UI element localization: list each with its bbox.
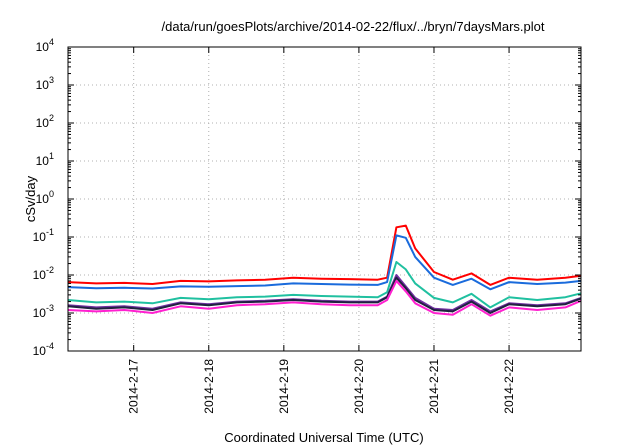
series-lines — [67, 224, 582, 317]
y-axis-label: cSv/day — [23, 175, 38, 222]
x-tick-label: 2014-2-17 — [127, 359, 141, 414]
x-ticks: 2014-2-17 2014-2-18 2014-2-19 2014-2-20 2014… — [127, 47, 516, 414]
series-line — [67, 276, 582, 314]
y-tick-label: 10-3 — [33, 303, 54, 320]
y-ticks: 104 103 102 101 100 10-1 10-2 10-3 10-4 — [33, 37, 581, 358]
y-tick-label: 10-4 — [33, 341, 54, 358]
x-tick-label: 2014-2-21 — [427, 359, 441, 414]
x-tick-label: 2014-2-18 — [202, 359, 216, 414]
series-line — [67, 261, 582, 309]
x-tick-label: 2014-2-19 — [277, 359, 291, 414]
y-tick-label: 10-2 — [33, 265, 54, 282]
y-tick-label: 101 — [36, 151, 54, 168]
x-tick-label: 2014-2-22 — [502, 359, 516, 414]
y-tick-label: 102 — [36, 113, 54, 130]
y-tick-label: 100 — [36, 189, 54, 206]
y-tick-label: 103 — [36, 75, 54, 92]
y-tick-label: 104 — [36, 37, 54, 54]
chart-title: /data/run/goesPlots/archive/2014-02-22/f… — [162, 19, 545, 34]
gridlines — [68, 47, 581, 351]
series-line — [67, 279, 582, 317]
y-tick-label: 10-1 — [33, 227, 54, 244]
series-line — [67, 224, 582, 286]
x-axis-label: Coordinated Universal Time (UTC) — [224, 430, 423, 445]
x-tick-label: 2014-2-20 — [352, 359, 366, 414]
series-line — [67, 234, 582, 291]
